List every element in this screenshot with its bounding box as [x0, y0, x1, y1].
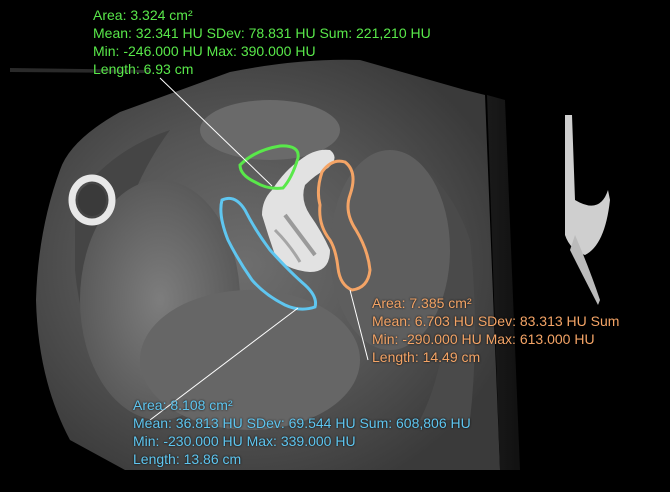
orange-roi-stats: Area: 7.385 cm² Mean: 6.703 HU SDev: 83.… — [372, 294, 619, 366]
green-roi-stats: Area: 3.324 cm² Mean: 32.341 HU SDev: 78… — [93, 6, 431, 78]
blue-roi-stats: Area: 8.108 cm² Mean: 36.813 HU SDev: 69… — [133, 396, 471, 468]
side-bone — [565, 115, 610, 255]
blue-roi-area: Area: 8.108 cm² — [133, 397, 233, 413]
green-roi-minmax: Min: -246.000 HU Max: 390.000 HU — [93, 43, 316, 59]
blue-roi-minmax: Min: -230.000 HU Max: 339.000 HU — [133, 433, 356, 449]
side-bone — [570, 235, 600, 305]
orange-roi-minmax: Min: -290.000 HU Max: 613.000 HU — [372, 331, 595, 347]
bone-ring — [68, 174, 116, 226]
fat-layer — [380, 150, 475, 420]
green-roi-mean: Mean: 32.341 HU SDev: 78.831 HU Sum: 221… — [93, 25, 431, 41]
muscle-region — [140, 290, 360, 430]
artifact-streak — [10, 68, 150, 73]
orange-roi-area: Area: 7.385 cm² — [372, 295, 472, 311]
orange-roi-mean: Mean: 6.703 HU SDev: 83.313 HU Sum — [372, 313, 620, 329]
scapula-texture — [283, 213, 317, 257]
blue-roi-contour[interactable] — [219, 196, 317, 311]
scapula-texture — [273, 228, 302, 263]
green-roi-length: Length: 6.93 cm — [93, 61, 194, 77]
orange-roi-length: Length: 14.49 cm — [372, 349, 481, 365]
blue-leader-line — [149, 307, 299, 421]
orange-leader-line — [349, 289, 369, 361]
bone-marrow — [78, 184, 106, 216]
side-strip — [487, 95, 520, 470]
scapula-bone — [262, 149, 335, 272]
muscle-region — [200, 100, 340, 160]
blue-roi-length: Length: 13.86 cm — [133, 451, 242, 467]
blue-roi-mean: Mean: 36.813 HU SDev: 69.544 HU Sum: 608… — [133, 415, 471, 431]
green-roi-area: Area: 3.324 cm² — [93, 7, 193, 23]
orange-roi-contour[interactable] — [316, 159, 372, 292]
green-roi-contour[interactable] — [238, 144, 300, 190]
muscle-region — [330, 150, 450, 350]
green-leader-line — [159, 77, 273, 187]
